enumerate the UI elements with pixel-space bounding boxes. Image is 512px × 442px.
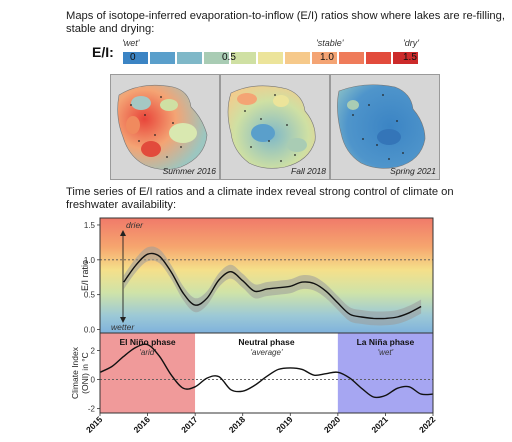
- legend-tick-0: 0: [130, 52, 136, 63]
- x-tick-label: 2021: [369, 414, 390, 435]
- phase-name: La Niña phase: [357, 337, 415, 347]
- oni-panel-frame: [99, 332, 434, 414]
- ei-annotation-drier: drier: [126, 220, 144, 230]
- ei-confidence-band: [123, 246, 422, 326]
- phase-background: [100, 333, 196, 413]
- legend-swatch: [176, 51, 203, 65]
- ei-y-tick-label: 1.0: [84, 256, 96, 265]
- oni-y-tick-label: 0: [91, 376, 96, 385]
- ei-y-tick-label: 1.5: [84, 221, 96, 230]
- legend-title: E/I:: [92, 44, 114, 60]
- oni-series-line: [99, 343, 434, 399]
- series-heading: Time series of E/I ratios and a climate …: [66, 186, 454, 211]
- legend-tick-15: 1.5: [403, 52, 417, 63]
- legend-swatch: [230, 51, 257, 65]
- legend-swatch: [149, 51, 176, 65]
- x-tick-label: 2020: [322, 414, 343, 435]
- legend-stable-label: 'stable': [316, 38, 344, 48]
- phase-name: Neutral phase: [238, 337, 294, 347]
- legend-swatch: [311, 51, 338, 65]
- phase-description: 'arid': [139, 348, 156, 357]
- phase-description: 'wet': [378, 348, 394, 357]
- x-tick-label: 2019: [274, 414, 295, 435]
- ei-y-tick-label: 0.0: [84, 326, 96, 335]
- x-tick-label: 2022: [417, 414, 438, 435]
- x-tick-label: 2016: [132, 414, 153, 435]
- legend-wet-label: 'wet': [122, 38, 140, 48]
- x-tick-label: 2018: [227, 414, 248, 435]
- legend-swatch: [365, 51, 392, 65]
- ei-y-axis-label: E/I ratio: [80, 260, 90, 291]
- legend-swatch: [284, 51, 311, 65]
- maps-heading: Maps of isotope-inferred evaporation-to-…: [66, 10, 505, 35]
- map-spring-2021: Spring 2021: [330, 74, 440, 180]
- map-summer-2016: Summer 2016: [110, 74, 220, 180]
- legend-swatch: [338, 51, 365, 65]
- ei-arrow-down-head: [120, 317, 126, 323]
- oni-y-axis-label: Climate Index: [70, 346, 80, 399]
- phase-background: [195, 333, 338, 413]
- legend-swatch: [122, 51, 149, 65]
- map-caption: Spring 2021: [390, 166, 436, 176]
- legend-swatch: [203, 51, 230, 65]
- ei-annotation-wetter: wetter: [111, 322, 135, 332]
- ei-series-line: [123, 252, 422, 320]
- map-fall-2018: Fall 2018: [220, 74, 330, 180]
- map-caption: Summer 2016: [162, 166, 216, 176]
- ei-y-tick-label: 0.5: [84, 291, 96, 300]
- x-tick-label: 2017: [179, 414, 200, 435]
- map-caption: Fall 2018: [291, 166, 326, 176]
- legend-swatch: [257, 51, 284, 65]
- ei-arrow-up-head: [120, 230, 126, 236]
- oni-y-axis-label-unit: (ONI) in °C: [80, 352, 90, 394]
- oni-y-tick-label: -2: [88, 405, 96, 414]
- phase-description: 'average': [251, 348, 283, 357]
- oni-y-tick-label: 2: [91, 346, 96, 355]
- phase-background: [337, 333, 433, 413]
- legend-dry-label: 'dry': [403, 38, 419, 48]
- legend-swatch: [392, 51, 419, 65]
- legend-tick-10: 1.0: [320, 52, 334, 63]
- phase-name: El Niño phase: [119, 337, 175, 347]
- legend-tick-05: 0.5: [222, 52, 236, 63]
- x-tick-label: 2015: [84, 414, 105, 435]
